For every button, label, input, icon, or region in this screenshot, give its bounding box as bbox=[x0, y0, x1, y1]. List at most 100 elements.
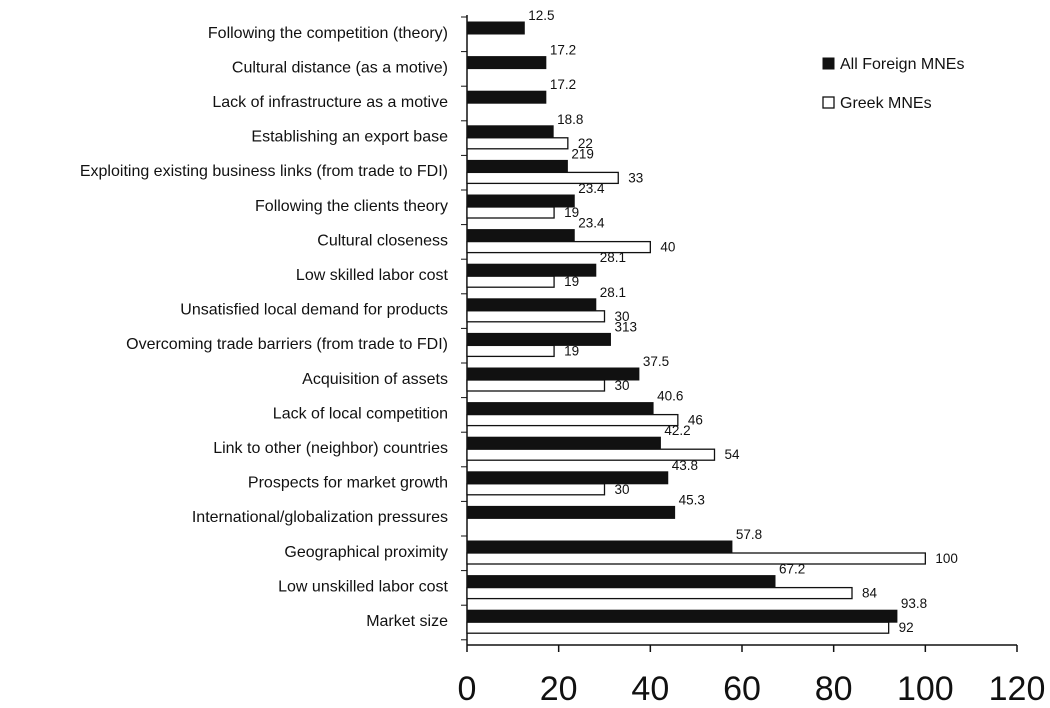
category-label: Cultural closeness bbox=[317, 232, 448, 249]
value-label-all-foreign-mnes: 67.2 bbox=[779, 562, 805, 577]
value-label-all-foreign-mnes: 17.2 bbox=[550, 43, 576, 58]
bar-all-foreign-mnes bbox=[466, 367, 640, 381]
bars-group bbox=[466, 21, 926, 634]
legend-swatch-all-foreign-mnes bbox=[822, 57, 835, 70]
bar-all-foreign-mnes bbox=[466, 298, 597, 312]
value-label-all-foreign-mnes: 12.5 bbox=[528, 8, 554, 23]
category-label: Low unskilled labor cost bbox=[278, 578, 448, 595]
value-label-all-foreign-mnes: 28.1 bbox=[600, 250, 626, 265]
value-label-greek-mnes: 92 bbox=[899, 620, 914, 635]
category-label: Following the competition (theory) bbox=[208, 25, 448, 42]
bar-all-foreign-mnes bbox=[466, 436, 661, 450]
value-label-all-foreign-mnes: 23.4 bbox=[578, 216, 605, 231]
value-label-greek-mnes: 84 bbox=[862, 586, 878, 601]
bar-all-foreign-mnes bbox=[466, 21, 525, 35]
x-tick-label: 80 bbox=[815, 670, 853, 708]
value-label-all-foreign-mnes: 219 bbox=[571, 146, 594, 161]
value-label-all-foreign-mnes: 28.1 bbox=[600, 285, 626, 300]
bar-all-foreign-mnes bbox=[466, 229, 575, 243]
value-label-greek-mnes: 30 bbox=[615, 482, 630, 497]
value-label-greek-mnes: 33 bbox=[628, 170, 643, 185]
value-labels-group: 12.517.217.218.8222193323.41923.44028.11… bbox=[528, 8, 958, 635]
category-label: Prospects for market growth bbox=[248, 475, 448, 492]
category-label: Following the clients theory bbox=[255, 198, 448, 215]
value-label-greek-mnes: 46 bbox=[688, 413, 703, 428]
bar-greek-mnes bbox=[466, 448, 716, 461]
bar-all-foreign-mnes bbox=[466, 194, 575, 208]
value-label-greek-mnes: 100 bbox=[935, 551, 958, 566]
bar-greek-mnes bbox=[466, 621, 890, 634]
legend-label-all-foreign-mnes: All Foreign MNEs bbox=[840, 56, 964, 73]
category-labels-group: Following the competition (theory) Cultur… bbox=[80, 25, 449, 630]
category-label: Low skilled labor cost bbox=[296, 267, 449, 284]
bar-all-foreign-mnes bbox=[466, 540, 733, 554]
value-label-all-foreign-mnes: 42.2 bbox=[664, 423, 690, 438]
legend: All Foreign MNEs Greek MNEs bbox=[808, 41, 1038, 122]
value-label-all-foreign-mnes: 17.2 bbox=[550, 77, 576, 92]
bar-all-foreign-mnes bbox=[466, 125, 554, 139]
bar-greek-mnes bbox=[466, 586, 853, 600]
value-label-all-foreign-mnes: 45.3 bbox=[679, 492, 705, 507]
x-tick-labels-group: 0 20 40 60 80 100 120 bbox=[458, 670, 1046, 708]
category-label: Geographical proximity bbox=[284, 544, 448, 561]
category-label: Overcoming trade barriers (from trade to… bbox=[126, 336, 448, 353]
x-tick-label: 60 bbox=[723, 670, 761, 708]
bar-all-foreign-mnes bbox=[466, 56, 547, 70]
category-label: Exploiting existing business links (from… bbox=[80, 163, 448, 180]
bar-greek-mnes bbox=[466, 240, 651, 254]
value-label-greek-mnes: 19 bbox=[564, 205, 579, 220]
bar-all-foreign-mnes bbox=[466, 402, 654, 416]
bar-greek-mnes bbox=[466, 344, 555, 358]
bar-all-foreign-mnes bbox=[466, 609, 898, 623]
value-label-greek-mnes: 40 bbox=[660, 240, 675, 255]
category-label: Lack of infrastructure as a motive bbox=[212, 94, 448, 111]
x-tick-label: 100 bbox=[897, 670, 954, 708]
category-label: Market size bbox=[366, 613, 448, 630]
x-tick-label: 120 bbox=[989, 670, 1046, 708]
bar-all-foreign-mnes bbox=[466, 505, 676, 519]
value-label-greek-mnes: 22 bbox=[578, 136, 593, 151]
legend-label-greek-mnes: Greek MNEs bbox=[840, 95, 932, 112]
value-label-all-foreign-mnes: 18.8 bbox=[557, 112, 583, 127]
axes-group bbox=[461, 15, 1018, 652]
value-label-all-foreign-mnes: 23.4 bbox=[578, 181, 605, 196]
legend-box bbox=[808, 41, 1038, 122]
x-tick-label: 20 bbox=[540, 670, 578, 708]
bar-greek-mnes bbox=[466, 413, 679, 427]
bar-all-foreign-mnes bbox=[466, 575, 776, 589]
value-label-all-foreign-mnes: 313 bbox=[614, 319, 637, 334]
value-label-all-foreign-mnes: 93.8 bbox=[901, 596, 927, 611]
bar-all-foreign-mnes bbox=[466, 159, 568, 173]
bar-greek-mnes bbox=[466, 552, 926, 565]
category-label: Cultural distance (as a motive) bbox=[232, 59, 448, 76]
category-label: International/globalization pressures bbox=[192, 509, 448, 526]
value-label-all-foreign-mnes: 40.6 bbox=[657, 389, 683, 404]
bar-all-foreign-mnes bbox=[466, 90, 547, 104]
value-label-greek-mnes: 30 bbox=[615, 309, 630, 324]
bar-all-foreign-mnes bbox=[466, 471, 669, 485]
category-label: Acquisition of assets bbox=[302, 371, 448, 388]
category-label: Establishing an export base bbox=[251, 129, 448, 146]
value-label-greek-mnes: 19 bbox=[564, 343, 579, 358]
value-label-greek-mnes: 19 bbox=[564, 274, 579, 289]
value-label-all-foreign-mnes: 37.5 bbox=[643, 354, 669, 369]
x-tick-label: 0 bbox=[458, 670, 477, 708]
bar-greek-mnes bbox=[466, 137, 569, 150]
category-label: Lack of local competition bbox=[273, 405, 448, 422]
value-label-all-foreign-mnes: 57.8 bbox=[736, 527, 762, 542]
legend-swatch-greek-mnes bbox=[822, 96, 835, 109]
bar-greek-mnes bbox=[466, 171, 619, 185]
bar-greek-mnes bbox=[466, 206, 555, 219]
value-label-greek-mnes: 54 bbox=[725, 447, 741, 462]
x-tick-label: 40 bbox=[631, 670, 669, 708]
value-label-greek-mnes: 30 bbox=[615, 378, 630, 393]
bar-greek-mnes bbox=[466, 483, 606, 496]
bar-all-foreign-mnes bbox=[466, 332, 611, 346]
bar-greek-mnes bbox=[466, 310, 606, 323]
value-label-all-foreign-mnes: 43.8 bbox=[672, 458, 698, 473]
category-label: Unsatisfied local demand for products bbox=[180, 302, 448, 319]
bar-greek-mnes bbox=[466, 275, 555, 288]
category-label: Link to other (neighbor) countries bbox=[213, 440, 448, 457]
